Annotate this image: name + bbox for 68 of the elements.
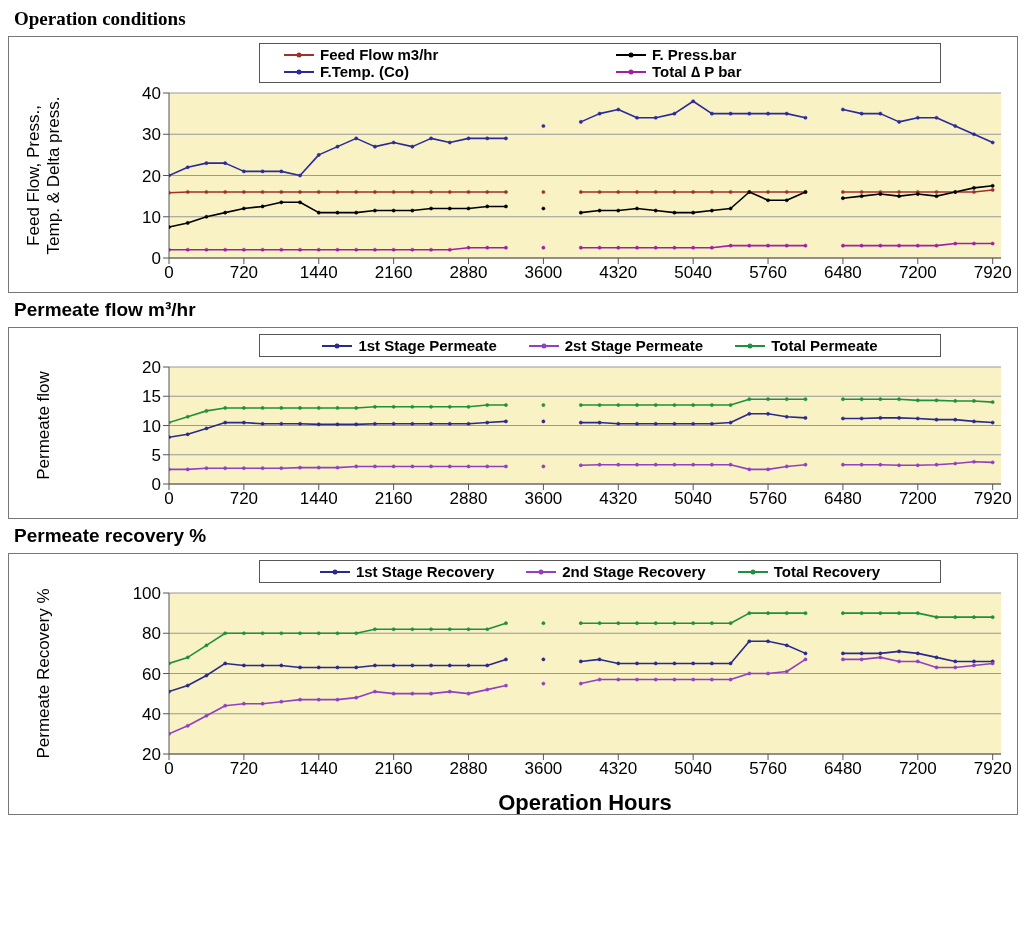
legend-label: 2nd Stage Recovery (562, 563, 706, 580)
y-tick-label: 20 (142, 358, 161, 378)
y-tick-label: 0 (151, 249, 161, 269)
legend-label: 1st Stage Permeate (358, 337, 497, 354)
legend-label: 2st Stage Permeate (564, 337, 704, 354)
y-tick-label: 40 (142, 84, 161, 104)
x-tick-label: 4320 (599, 263, 638, 283)
x-tick-label: 6480 (824, 263, 862, 283)
x-tick-label: 720 (229, 263, 259, 283)
x-tick-label: 7920 (973, 263, 1012, 283)
y-tick-label: 30 (142, 125, 161, 145)
x-tick-label: 7920 (973, 489, 1012, 509)
x-tick-label: 3600 (524, 263, 563, 283)
y-tick-label: 10 (142, 207, 161, 227)
x-axis-title: Operation Hours (498, 790, 672, 815)
chart-title: Operation conditions (14, 8, 187, 30)
y-tick-label: 20 (142, 166, 161, 186)
x-tick-label: 5760 (749, 759, 787, 779)
x-tick-label: 7200 (898, 489, 937, 509)
x-tick-label: 3600 (524, 489, 563, 509)
x-tick-label: 5760 (749, 489, 787, 509)
y-tick-label: 100 (132, 584, 161, 604)
x-tick-label: 3600 (524, 759, 563, 779)
legend-label: F. Press.bar (652, 46, 737, 63)
x-tick-label: 6480 (824, 759, 862, 779)
legend-label: 1st Stage Recovery (355, 563, 495, 580)
y-tick-label: 20 (142, 745, 161, 765)
legend-label: Total Permeate (771, 337, 878, 354)
x-tick-label: 7200 (898, 263, 937, 283)
x-tick-label: 0 (164, 263, 174, 283)
x-tick-label: 0 (164, 489, 174, 509)
x-tick-label: 6480 (824, 489, 862, 509)
x-tick-label: 7920 (973, 759, 1012, 779)
x-tick-label: 5040 (674, 263, 713, 283)
x-tick-label: 2160 (374, 263, 413, 283)
x-tick-label: 2160 (374, 489, 413, 509)
x-tick-label: 0 (164, 759, 174, 779)
y-tick-label: 5 (151, 445, 161, 465)
y-axis-title: Feed Flow, Press., Temp. & Delta press. (24, 96, 63, 255)
x-tick-label: 4320 (599, 759, 638, 779)
y-tick-label: 0 (151, 475, 161, 495)
y-tick-label: 10 (142, 416, 161, 436)
y-tick-label: 40 (142, 704, 161, 724)
x-tick-label: 7200 (898, 759, 937, 779)
x-tick-label: 5040 (674, 489, 713, 509)
legend-label: F.Temp. (Co) (320, 63, 409, 80)
x-tick-label: 2880 (449, 489, 488, 509)
x-tick-label: 1440 (299, 263, 338, 283)
x-tick-label: 2880 (449, 263, 488, 283)
x-tick-label: 720 (229, 489, 259, 509)
x-tick-label: 720 (229, 759, 259, 779)
y-axis-title: Permeate Recovery % (34, 588, 53, 759)
chart-title: Permeate flow m³/hr (14, 299, 197, 321)
y-tick-label: 80 (142, 624, 161, 644)
x-tick-label: 5760 (749, 263, 787, 283)
legend-label: Total Recovery (773, 563, 881, 580)
x-tick-label: 2160 (374, 759, 413, 779)
chart-title: Permeate recovery % (14, 525, 208, 547)
x-tick-label: 1440 (299, 489, 338, 509)
y-tick-label: 60 (142, 664, 161, 684)
x-tick-label: 4320 (599, 489, 638, 509)
x-tick-label: 5040 (674, 759, 713, 779)
x-tick-label: 2880 (449, 759, 488, 779)
legend-label: Total ∆ P bar (652, 63, 742, 80)
y-tick-label: 15 (142, 387, 161, 407)
legend-label: Feed Flow m3/hr (320, 46, 439, 63)
y-axis-title: Permeate flow (34, 370, 53, 480)
x-tick-label: 1440 (299, 759, 338, 779)
